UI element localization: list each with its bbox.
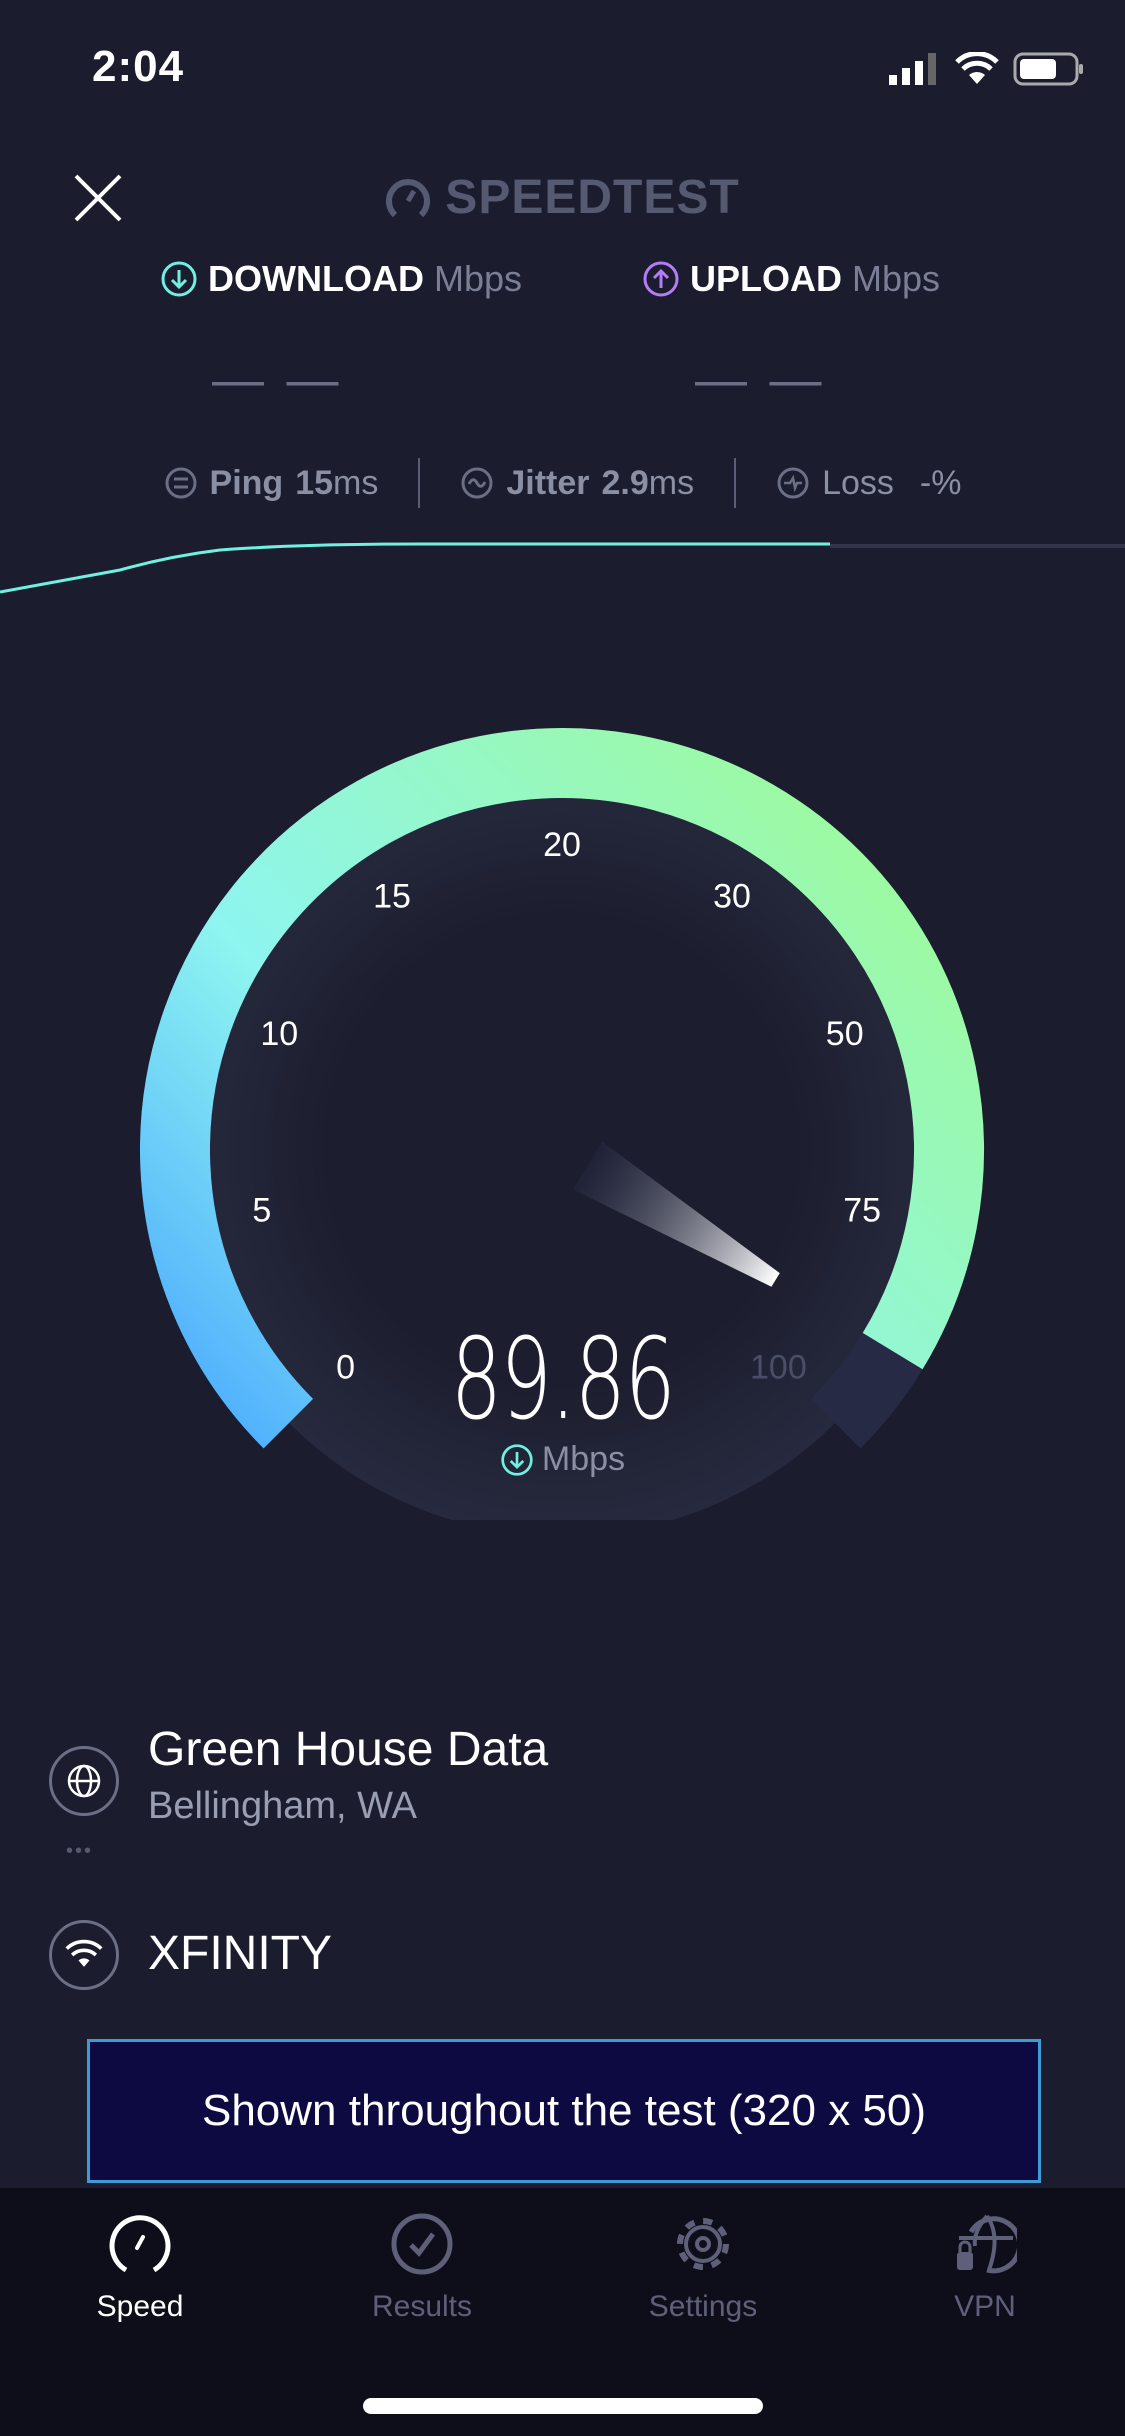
tab-settings[interactable]: Settings: [603, 2212, 803, 2324]
jitter-unit: ms: [648, 463, 695, 502]
gauge-fill: [140, 728, 984, 1449]
ping-unit: ms: [333, 463, 379, 502]
ping-metric: Ping 15ms: [124, 464, 419, 503]
upload-header: UPLOAD Mbps: [642, 258, 940, 300]
gauge-tick-label: 15: [373, 878, 411, 916]
globe-lock-icon: [957, 2214, 1017, 2274]
speedometer-icon: [386, 178, 431, 217]
tab-results[interactable]: Results: [322, 2212, 522, 2324]
tab-label: Settings: [648, 2290, 758, 2323]
speed-graph: [0, 542, 1125, 594]
more-dots-icon[interactable]: •••: [66, 1840, 94, 1862]
check-circle-icon: [391, 2213, 453, 2275]
speed-gauge: 0 5 10 15 20 30 50 75 100: [140, 728, 984, 1520]
gauge-needle: [573, 1141, 780, 1287]
upload-icon: [643, 261, 679, 297]
divider: [418, 458, 421, 508]
tab-vpn[interactable]: VPN: [885, 2212, 1085, 2324]
gauge-tick-label: 10: [260, 1015, 298, 1053]
tab-label: Speed: [96, 2290, 184, 2323]
brand-text: SPEEDTEST: [445, 171, 740, 224]
wifi-icon: [955, 52, 999, 84]
upload-value: — —: [695, 351, 826, 409]
speedtest-logo: SPEEDTEST: [0, 170, 1125, 225]
download-unit: Mbps: [433, 258, 522, 299]
upload-label: UPLOAD: [690, 258, 842, 299]
tab-label: VPN: [954, 2290, 1016, 2323]
wifi-icon: [49, 1920, 119, 1990]
gauge-tick-label: 30: [713, 878, 751, 916]
gauge-tick-label: 75: [843, 1192, 881, 1230]
server-globe-icon[interactable]: [49, 1746, 119, 1816]
speedometer-icon: [109, 2215, 171, 2273]
loss-icon: [777, 467, 809, 499]
gauge-face: [176, 764, 948, 1520]
speed-value: 89.86: [450, 1315, 676, 1445]
speed-unit-label: Mbps: [541, 1440, 626, 1478]
ad-banner[interactable]: Shown throughout the test (320 x 50): [87, 2039, 1041, 2183]
server-location[interactable]: Bellingham, WA: [148, 1785, 417, 1827]
loss-value: -%: [919, 463, 962, 502]
gear-icon: [677, 2218, 729, 2270]
gauge-tick-label: 0: [336, 1348, 355, 1386]
gauge-tick-label: 20: [543, 826, 581, 864]
tab-label: Results: [371, 2290, 473, 2323]
jitter-metric: Jitter 2.9ms: [420, 464, 734, 503]
jitter-value: 2.9: [601, 463, 649, 502]
upload-unit: Mbps: [852, 258, 941, 299]
download-value: — —: [212, 351, 343, 409]
tab-speed[interactable]: Speed: [40, 2212, 240, 2324]
download-icon: [501, 1443, 533, 1476]
jitter-icon: [461, 467, 493, 499]
ad-text: Shown throughout the test (320 x 50): [201, 2086, 927, 2135]
graph-line: [0, 542, 830, 594]
battery-icon: [1013, 52, 1083, 86]
status-time: 2:04: [92, 42, 185, 91]
divider: [734, 458, 737, 508]
signal-icon: [889, 53, 936, 85]
tab-bar: Speed Results Settings VPN: [0, 2188, 1125, 2436]
jitter-label: Jitter: [506, 463, 590, 502]
ping-value: 15: [295, 463, 334, 502]
home-indicator[interactable]: [363, 2398, 763, 2414]
download-header: DOWNLOAD Mbps: [160, 258, 522, 300]
isp-name: XFINITY: [148, 1927, 333, 1980]
close-button[interactable]: [70, 170, 126, 226]
gauge-tick-label: 50: [826, 1015, 864, 1053]
download-label: DOWNLOAD: [208, 258, 424, 299]
loss-label: Loss: [822, 463, 894, 502]
gauge-tick-label: 100: [750, 1348, 807, 1386]
status-icons: [889, 52, 1085, 86]
ping-icon: [165, 467, 197, 499]
metrics-row: Ping 15ms Jitter 2.9ms Loss -%: [0, 458, 1125, 508]
speed-unit: Mbps: [0, 1440, 1125, 1479]
loss-metric: Loss -%: [736, 464, 1001, 503]
server-name[interactable]: Green House Data: [148, 1723, 549, 1776]
ping-label: Ping: [209, 463, 284, 502]
gauge-tick-label: 5: [252, 1192, 271, 1230]
download-icon: [161, 261, 197, 297]
